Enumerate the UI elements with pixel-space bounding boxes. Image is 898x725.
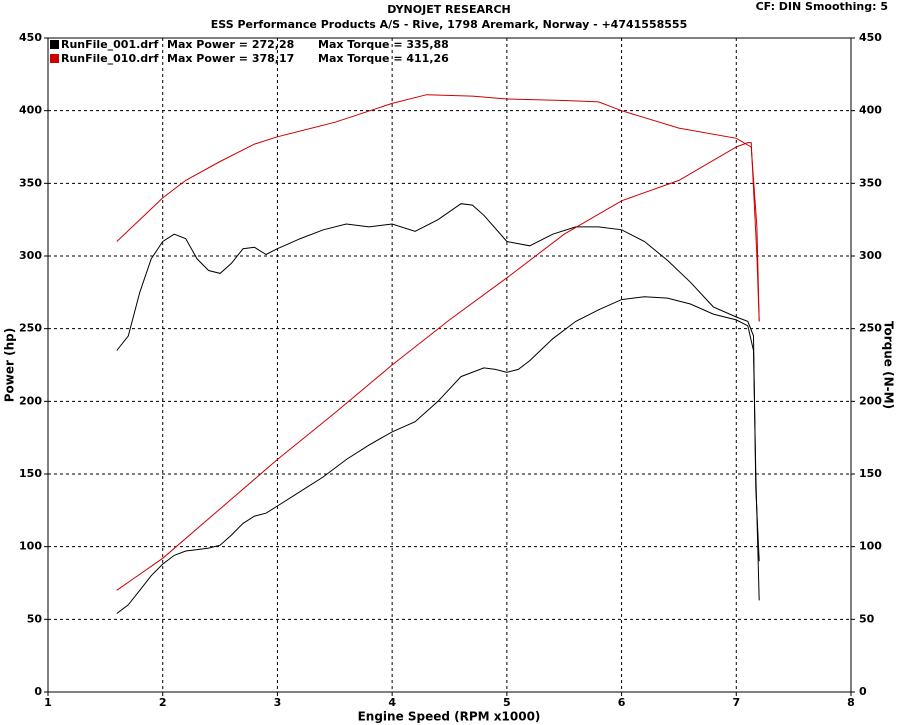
y2-axis-label: Torque (N-M) xyxy=(882,321,896,409)
y2-tick-label: 450 xyxy=(859,31,882,44)
y2-tick-label: 400 xyxy=(859,104,882,117)
x-tick-label: 1 xyxy=(44,696,52,709)
settings-text: CF: DIN Smoothing: 5 xyxy=(756,0,888,13)
chart-subtitle: ESS Performance Products A/S - Rive, 179… xyxy=(211,18,687,31)
y2-tick-label: 300 xyxy=(859,249,882,262)
legend-label: RunFile_001.drf xyxy=(61,38,159,51)
legend-max-power: Max Power = 272,28 xyxy=(167,38,294,51)
x-tick-label: 7 xyxy=(732,696,740,709)
y-tick-label: 250 xyxy=(19,322,42,335)
data-line xyxy=(116,203,760,562)
y-tick-label: 200 xyxy=(19,394,42,407)
y2-tick-label: 350 xyxy=(859,176,882,189)
plot-frame xyxy=(47,37,852,693)
y2-tick-label: 250 xyxy=(859,322,882,335)
y2-tick-label: 150 xyxy=(859,467,882,480)
y2-tick-label: 50 xyxy=(859,612,875,625)
data-line xyxy=(116,94,760,322)
y-tick-label: 400 xyxy=(19,104,42,117)
y2-tick-label: 0 xyxy=(859,685,867,698)
legend-label: RunFile_010.drf xyxy=(61,52,159,65)
x-tick-label: 4 xyxy=(388,696,396,709)
y2-tick-label: 200 xyxy=(859,394,882,407)
x-tick-label: 6 xyxy=(618,696,626,709)
x-tick-label: 2 xyxy=(159,696,167,709)
x-tick-label: 3 xyxy=(274,696,282,709)
chart-title: DYNOJET RESEARCH xyxy=(387,3,510,16)
y2-tick-label: 100 xyxy=(859,540,882,553)
legend-swatch xyxy=(50,40,59,49)
y-axis-label: Power (hp) xyxy=(3,328,17,402)
x-tick-label: 5 xyxy=(503,696,511,709)
x-axis-label: Engine Speed (RPM x1000) xyxy=(358,710,541,724)
x-tick-label: 8 xyxy=(847,696,855,709)
y-tick-label: 150 xyxy=(19,467,42,480)
legend-max-torque: Max Torque = 411,26 xyxy=(318,52,449,65)
legend-max-power: Max Power = 378,17 xyxy=(167,52,294,65)
y-tick-label: 100 xyxy=(19,540,42,553)
y-tick-label: 450 xyxy=(19,31,42,44)
y-tick-label: 350 xyxy=(19,176,42,189)
legend-max-torque: Max Torque = 335,88 xyxy=(318,38,449,51)
y-tick-label: 300 xyxy=(19,249,42,262)
legend-swatch xyxy=(50,54,59,63)
y-tick-label: 0 xyxy=(34,685,42,698)
data-line xyxy=(116,296,760,614)
y-tick-label: 50 xyxy=(27,612,43,625)
data-line xyxy=(116,142,760,591)
